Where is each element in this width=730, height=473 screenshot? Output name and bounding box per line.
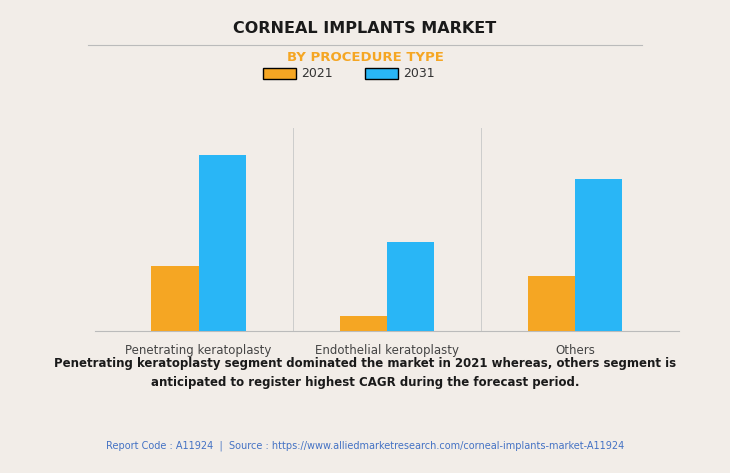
Text: Penetrating keratoplasty segment dominated the market in 2021 whereas, others se: Penetrating keratoplasty segment dominat… (54, 357, 676, 370)
Bar (151, 266, 199, 331)
Text: 2031: 2031 (403, 67, 434, 80)
Text: Report Code : A11924  |  Source : https://www.alliedmarketresearch.com/corneal-i: Report Code : A11924 | Source : https://… (106, 441, 624, 451)
Bar (387, 242, 434, 331)
Text: CORNEAL IMPLANTS MARKET: CORNEAL IMPLANTS MARKET (234, 21, 496, 36)
Text: 2021: 2021 (301, 67, 332, 80)
Bar (199, 156, 245, 331)
Bar (529, 276, 575, 331)
Bar (575, 179, 623, 331)
Bar (339, 316, 387, 331)
Text: anticipated to register highest CAGR during the forecast period.: anticipated to register highest CAGR dur… (151, 376, 579, 389)
Text: BY PROCEDURE TYPE: BY PROCEDURE TYPE (287, 51, 443, 63)
